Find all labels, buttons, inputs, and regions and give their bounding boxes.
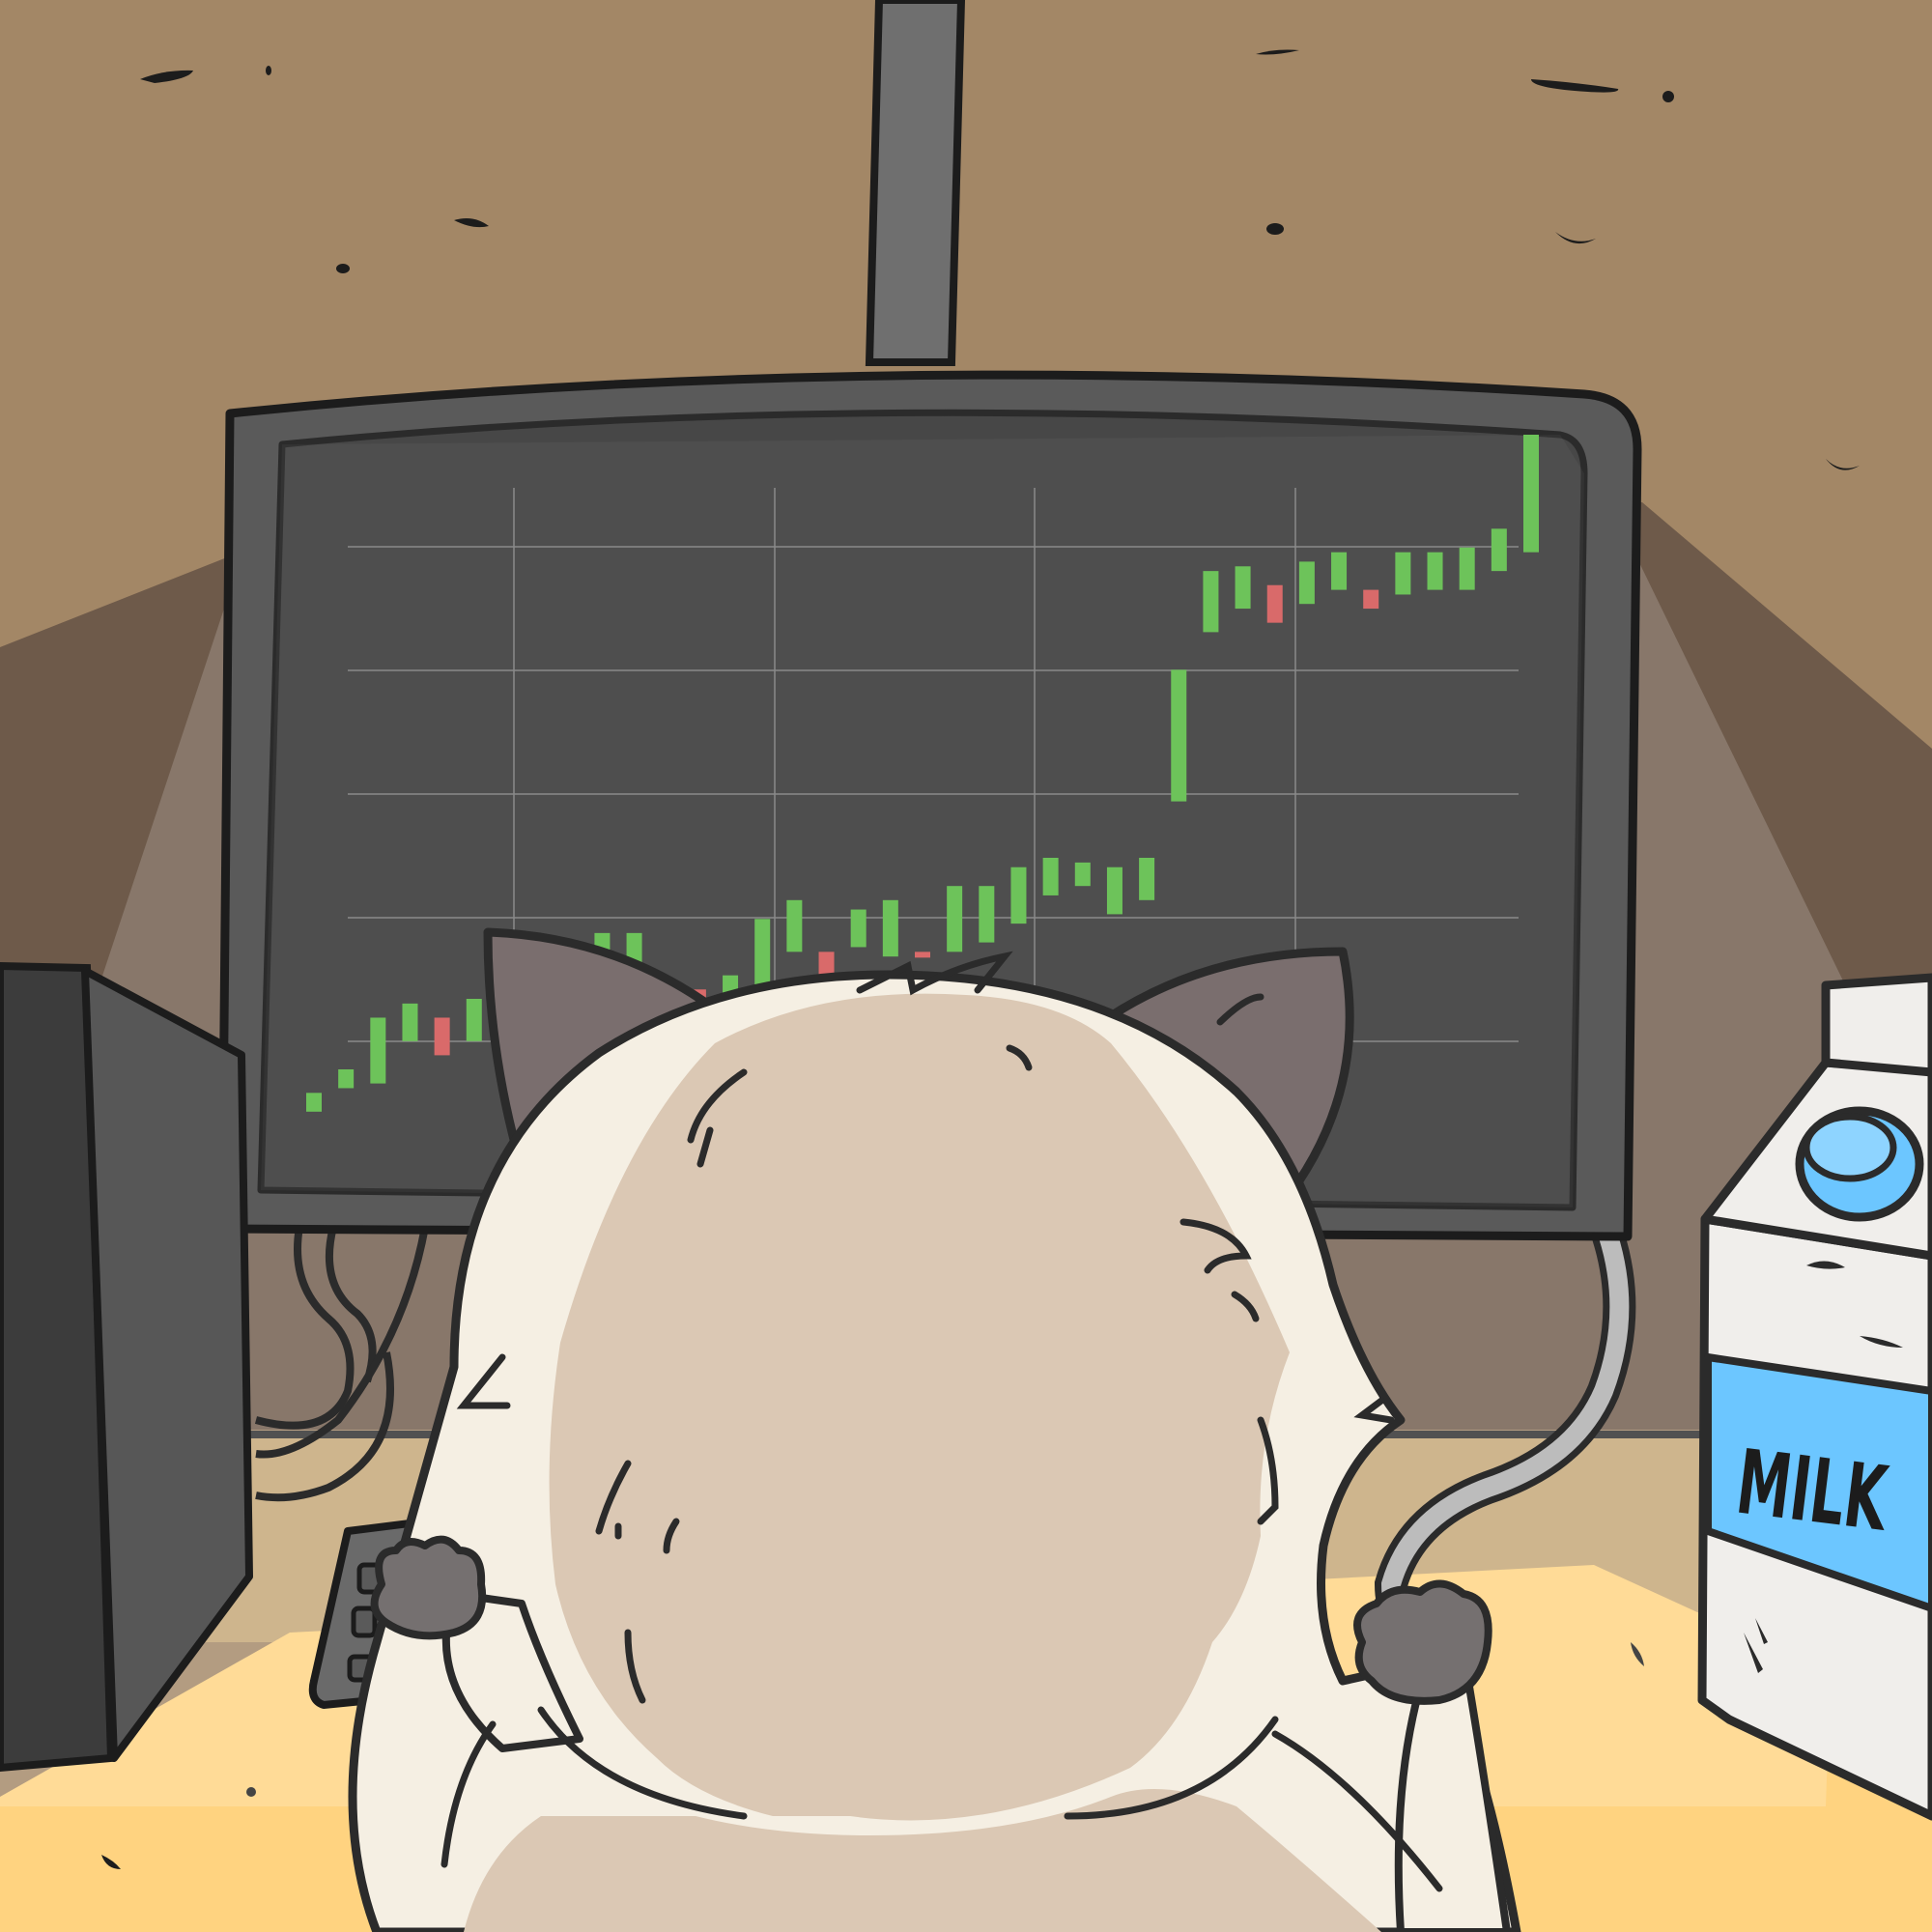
monitor-mount-pole <box>865 0 966 366</box>
milk-blue-band <box>1704 1353 1932 1612</box>
pc-tower-front <box>81 967 253 1762</box>
cat-body-strokes <box>440 1706 1443 1892</box>
milk-label: MILK <box>1731 1431 1894 1551</box>
candle-0 <box>306 1093 322 1112</box>
candle-14 <box>754 919 771 995</box>
cat-paw-left <box>370 1535 487 1640</box>
candle-22 <box>1010 867 1027 924</box>
cat-head-fur <box>549 993 1290 1821</box>
candle-25 <box>1106 867 1122 915</box>
candle-35 <box>1427 552 1443 590</box>
monitor-cables <box>254 1226 429 1502</box>
cat-fur-strokes <box>456 951 1395 1704</box>
candle-17 <box>850 909 867 948</box>
candle-2 <box>370 1017 386 1084</box>
cat-back-fur <box>464 1789 1381 1932</box>
candle-37 <box>1491 528 1507 572</box>
candle-5 <box>466 999 482 1041</box>
candle-19 <box>915 952 930 958</box>
candle-15 <box>786 899 803 952</box>
candle-27 <box>1171 669 1187 802</box>
candle-32 <box>1331 552 1348 590</box>
candle-34 <box>1395 552 1411 595</box>
candle-1 <box>338 1069 355 1089</box>
candle-36 <box>1459 547 1475 590</box>
candle-29 <box>1235 566 1251 610</box>
cat-arm-left <box>441 1590 583 1752</box>
cat <box>348 927 1521 1932</box>
candle-33 <box>1363 589 1379 610</box>
candle-28 <box>1203 571 1219 633</box>
candle-21 <box>979 886 995 943</box>
milk-carton: MILK <box>1697 973 1932 1821</box>
candle-16 <box>818 952 835 976</box>
candle-4 <box>434 1017 450 1056</box>
wall-specks <box>140 49 1860 470</box>
candle-23 <box>1042 858 1059 895</box>
candle-18 <box>882 899 898 957</box>
candle-26 <box>1139 858 1155 900</box>
candle-31 <box>1298 561 1315 605</box>
candle-30 <box>1266 584 1283 623</box>
candle-38 <box>1523 435 1539 553</box>
cat-paw-right <box>1353 1579 1492 1705</box>
candle-3 <box>402 1003 418 1041</box>
candle-24 <box>1074 862 1091 887</box>
candle-20 <box>947 886 963 952</box>
desk-specks <box>101 1642 1644 1869</box>
